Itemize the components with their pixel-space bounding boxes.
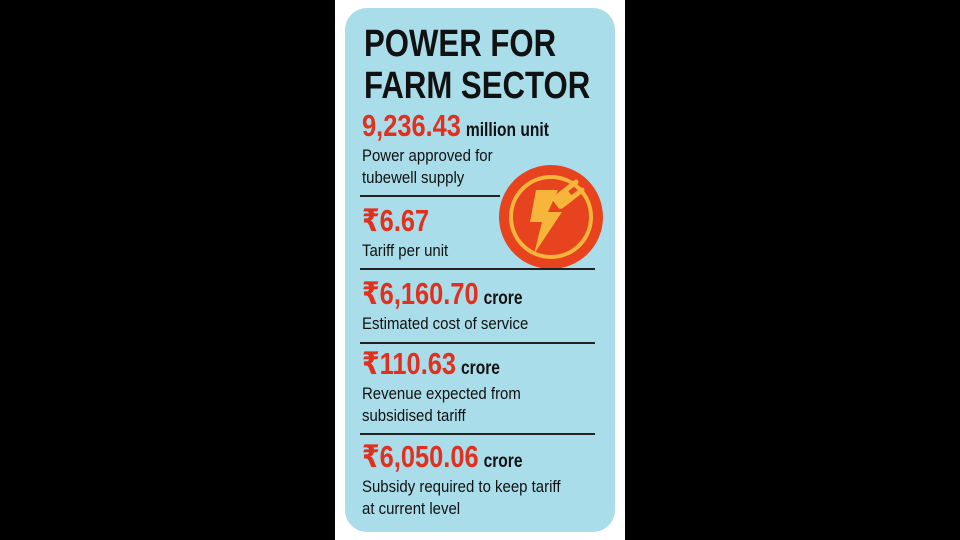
stat-value: ₹6.67 (362, 203, 429, 239)
card (345, 8, 615, 532)
stat-number: ₹6,160.70 (362, 276, 479, 311)
stat-unit: crore (483, 288, 523, 309)
separator (360, 433, 595, 435)
stat-value: 9,236.43 million unit (362, 108, 549, 144)
stat-value: ₹6,160.70 crore (362, 276, 523, 312)
stat-unit: crore (460, 358, 500, 379)
separator (360, 342, 595, 344)
stat-value: ₹110.63 crore (362, 346, 500, 382)
stat-description: tubewell supply (362, 168, 465, 187)
stat-description: Revenue expected from (362, 384, 521, 403)
title-line: POWER FOR (364, 23, 557, 65)
separator (360, 195, 500, 197)
stat-number: ₹6.67 (362, 203, 430, 238)
stat-description: Tariff per unit (362, 241, 449, 260)
separator (360, 268, 595, 270)
stat-number: ₹110.63 (362, 346, 457, 381)
stat-description: Estimated cost of service (362, 314, 529, 333)
stat-unit: crore (483, 451, 523, 472)
stat-number: 9,236.43 (362, 108, 461, 143)
stat-number: ₹6,050.06 (362, 439, 479, 474)
plug-icon (499, 165, 603, 269)
stat-description: subsidised tariff (362, 406, 466, 425)
stat-description: Power approved for (362, 146, 493, 165)
stat-value: ₹6,050.06 crore (362, 439, 523, 475)
title-line: FARM SECTOR (364, 65, 591, 107)
stat-description: Subsidy required to keep tariff (362, 477, 561, 496)
stat-description: at current level (362, 499, 461, 518)
stat-unit: million unit (465, 120, 549, 141)
